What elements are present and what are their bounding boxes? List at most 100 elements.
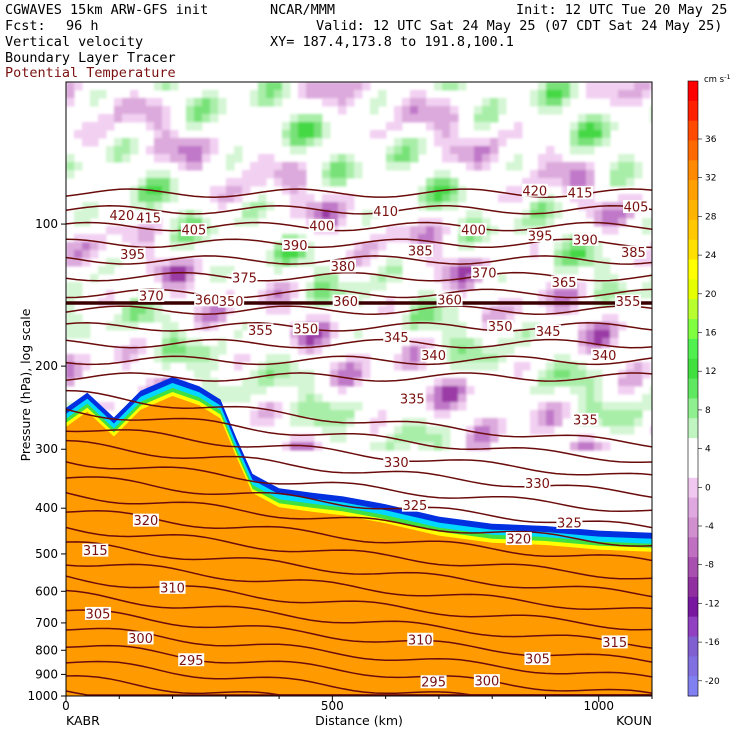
y-tick-label: 1000	[27, 689, 58, 703]
tracer-core	[66, 396, 652, 696]
theta-contour	[66, 510, 652, 562]
theta-label-bg	[308, 219, 335, 233]
theta-label-bg	[82, 543, 109, 557]
colorbar-swatch	[688, 160, 698, 181]
theta-contour	[66, 408, 652, 464]
theta-label: 350	[293, 323, 318, 338]
y-tick-label: 400	[35, 501, 58, 515]
theta-label: 345	[536, 325, 561, 340]
theta-label: 370	[472, 267, 497, 282]
theta-contour	[66, 204, 652, 215]
theta-label: 335	[573, 413, 598, 428]
theta-contour	[66, 389, 652, 448]
theta-label-bg	[460, 223, 487, 237]
theta-label-bg	[407, 243, 434, 257]
valid-time: Valid: 12 UTC Sat 24 May 25 (07 CDT Sat …	[316, 18, 723, 34]
theta-label-bg	[505, 532, 532, 546]
theta-contour	[66, 461, 652, 513]
theta-label: 295	[179, 654, 204, 669]
theta-label-bg	[132, 513, 159, 527]
theta-label-bg	[231, 270, 258, 284]
theta-contour	[66, 188, 652, 198]
theta-label: 340	[592, 349, 617, 364]
colorbar-label: 24	[705, 251, 717, 261]
theta-label-bg	[399, 392, 426, 406]
theta-label: 295	[421, 676, 446, 691]
colorbar-label: -20	[705, 677, 720, 687]
theta-label-bg	[180, 223, 207, 237]
colorbar-swatch	[688, 319, 698, 340]
x-axis-label: Distance (km)	[315, 713, 403, 728]
theta-label: 355	[248, 324, 273, 339]
colorbar-swatch	[688, 358, 698, 380]
theta-label: 415	[568, 187, 593, 202]
colorbar-swatch	[688, 259, 698, 280]
y-tick-label: 500	[35, 547, 58, 561]
y-axis: 100 200 300 400 500 600 700 800 900 1000 Pressure…	[18, 217, 66, 703]
colorbar-label: -4	[705, 522, 714, 532]
theta-contour	[66, 238, 652, 249]
x-tick-label: 1000	[583, 699, 614, 713]
theta-label: 360	[195, 294, 220, 309]
theta-label: 315	[83, 544, 108, 559]
colorbar-swatch	[688, 299, 698, 320]
theta-label: 310	[408, 633, 433, 648]
theta-label-bg	[401, 498, 428, 512]
theta-label: 360	[333, 295, 358, 310]
theta-label: 350	[219, 295, 244, 310]
theta-label: 380	[331, 260, 356, 275]
x-tick-label: 500	[321, 699, 344, 713]
theta-contour	[66, 476, 652, 529]
y-tick-label: 100	[35, 217, 58, 231]
fcst-value: 96 h	[66, 18, 99, 34]
theta-label: 330	[525, 477, 550, 492]
colorbar-swatch	[688, 438, 698, 459]
colorbar-label: -8	[705, 561, 714, 571]
theta-contour	[66, 439, 652, 498]
colorbar-swatch	[688, 636, 698, 657]
left-station-label: KABR	[66, 713, 100, 728]
colorbar-swatch	[688, 457, 698, 479]
theta-label: 325	[403, 499, 428, 514]
theta-label: 390	[573, 233, 598, 248]
colorbar-swatch	[688, 477, 698, 499]
theta-label-bg	[527, 229, 554, 243]
theta-label: 385	[621, 246, 646, 261]
colorbar-swatch	[688, 398, 698, 419]
colorbar-swatch	[688, 219, 698, 241]
colorbar-swatch	[688, 100, 698, 122]
colorbar-unit: cm s-1	[704, 73, 731, 85]
colorbar-swatch	[688, 378, 698, 399]
theta-label-bg	[567, 186, 594, 200]
theta-label-bg	[135, 210, 162, 224]
theta-label-bg	[282, 238, 309, 252]
field-vertical-velocity: Vertical velocity	[5, 34, 144, 50]
theta-label: 325	[557, 517, 582, 532]
theta-label: 375	[232, 271, 257, 286]
theta-label-bg	[372, 204, 399, 218]
theta-label-bg	[383, 330, 410, 344]
x-axis: 0 500 1000 Distance (km) KABR KOUN	[62, 696, 653, 728]
theta-contour	[66, 429, 652, 476]
colorbar-label: 4	[705, 445, 711, 455]
theta-contour	[66, 338, 652, 349]
colorbar-label: 20	[705, 290, 717, 300]
theta-label: 300	[128, 632, 153, 647]
theta-label-bg	[218, 294, 245, 308]
theta-label: 390	[283, 239, 308, 254]
colorbar-label: 36	[705, 135, 717, 145]
colorbar-swatch	[688, 596, 698, 618]
colorbar-swatch	[688, 418, 698, 439]
theta-contour	[66, 563, 652, 610]
theta-contour	[66, 221, 652, 232]
theta-label-bg	[623, 199, 650, 213]
fcst-label: Fcst:	[5, 18, 46, 34]
colorbar-swatch	[688, 120, 698, 142]
theta-label: 320	[133, 514, 158, 529]
org-label: NCAR/MMM	[270, 2, 336, 18]
theta-label-bg	[436, 293, 463, 307]
theta-contour	[66, 305, 652, 316]
theta-label-bg	[524, 476, 551, 490]
theta-label-bg	[119, 247, 146, 261]
